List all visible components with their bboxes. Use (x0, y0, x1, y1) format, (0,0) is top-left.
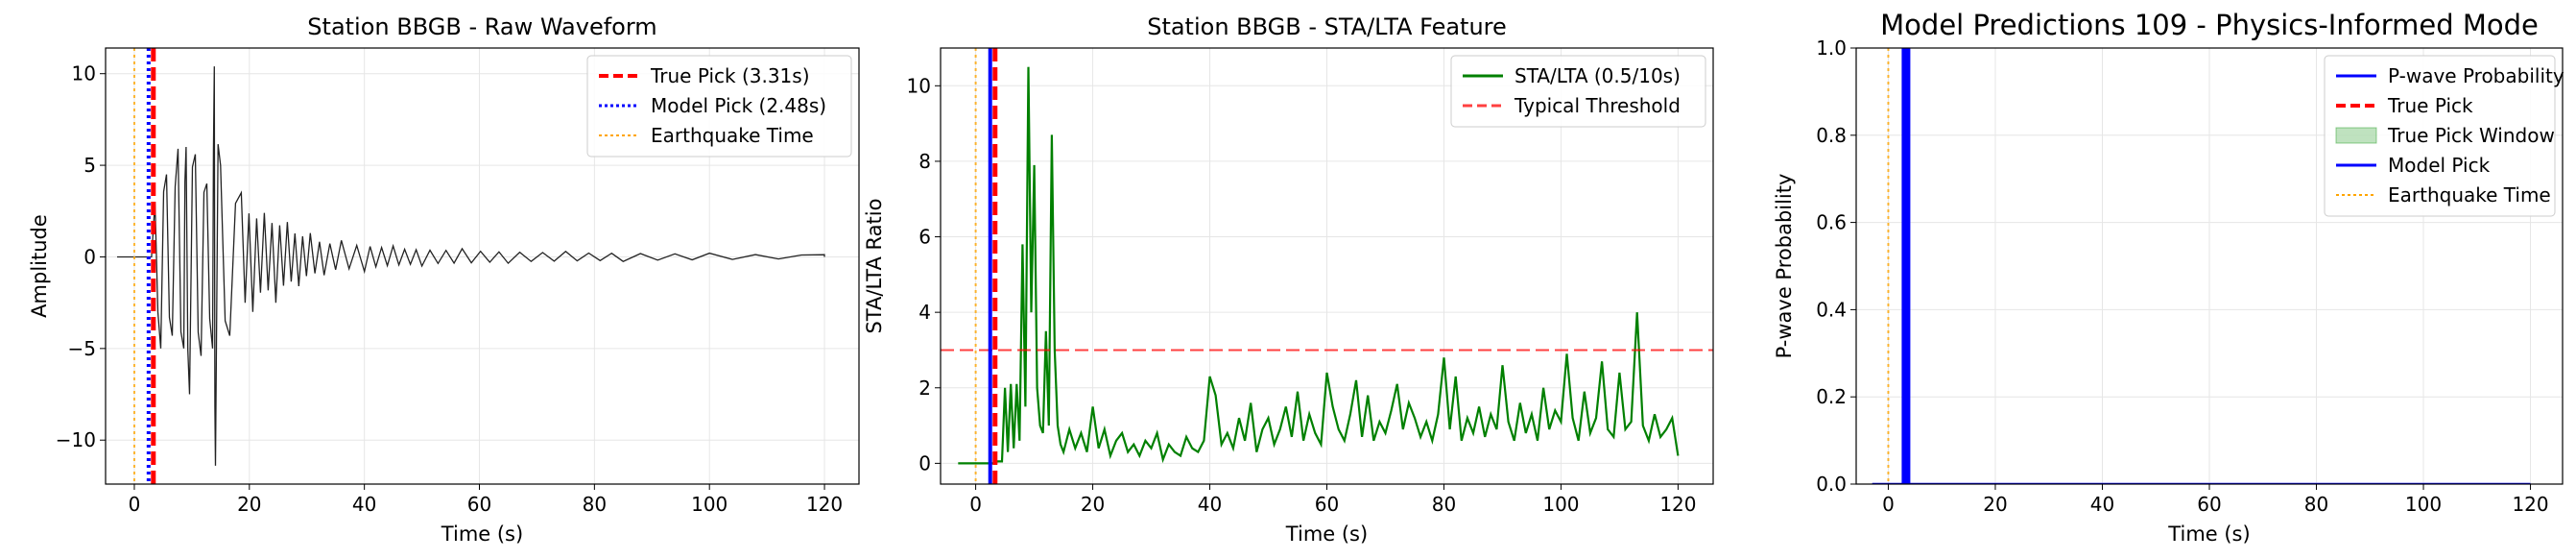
x-tick-label: 40 (1198, 493, 1222, 516)
chart-title: Model Predictions 109 - Physics-Informed… (1880, 9, 2539, 41)
legend-entry: Model Pick (2.48s) (651, 94, 826, 117)
y-tick-label: 0 (918, 451, 931, 474)
legend-entry: Earthquake Time (2388, 183, 2551, 207)
legend-entry: True Pick Window (2387, 124, 2555, 147)
y-axis-label: P-wave Probability (1773, 174, 1796, 359)
legend-entry: Earthquake Time (651, 124, 814, 147)
x-tick-label: 120 (806, 493, 843, 516)
legend-entry: True Pick (2387, 94, 2473, 117)
x-tick-label: 80 (1432, 493, 1456, 516)
x-tick-label: 80 (583, 493, 607, 516)
y-tick-label: 0.2 (1816, 385, 1847, 408)
x-tick-label: 20 (1983, 493, 2007, 516)
x-axis-label: Time (s) (1285, 523, 1368, 546)
y-tick-label: 8 (918, 150, 931, 173)
x-tick-label: 40 (2090, 493, 2114, 516)
y-tick-label: 2 (918, 377, 931, 400)
legend-box (586, 55, 852, 158)
y-tick-label: 6 (918, 226, 931, 249)
axes-frame (940, 47, 1714, 485)
x-tick-label: 0 (1882, 493, 1895, 516)
plot-area (117, 48, 825, 484)
y-tick-label: 0.8 (1816, 124, 1847, 147)
x-tick-label: 120 (1659, 493, 1696, 516)
y-tick-label: 0 (83, 245, 96, 268)
waveform-line (117, 66, 825, 466)
x-tick-label: 60 (1315, 493, 1339, 516)
x-tick-label: 100 (2405, 493, 2442, 516)
y-tick-label: 10 (72, 62, 96, 85)
chart-title: Station BBGB - Raw Waveform (307, 13, 656, 40)
y-tick-label: 1.0 (1816, 36, 1847, 60)
y-tick-label: −10 (56, 428, 96, 451)
series-line (958, 66, 1680, 465)
y-tick-label: 0.4 (1816, 298, 1847, 321)
x-tick-label: 20 (1081, 493, 1105, 516)
x-tick-label: 100 (691, 493, 727, 516)
x-tick-label: 120 (2512, 493, 2548, 516)
x-tick-label: 100 (1542, 493, 1579, 516)
legend: P-wave Probability True Pick True Pick Win… (2324, 55, 2564, 217)
axes-frame (105, 47, 860, 485)
x-tick-label: 0 (129, 493, 141, 516)
y-tick-label: 0.6 (1816, 211, 1847, 234)
chart-panel-1: 0 20 40 60 80 100 120 −10 −5 0 5 10 Station BBGB - R… (28, 13, 860, 546)
legend-box (2324, 55, 2556, 217)
x-tick-label: 60 (2197, 493, 2221, 516)
x-axis-label: Time (s) (441, 523, 523, 546)
y-tick-label: 4 (918, 301, 931, 324)
chart-panel-3: 0 20 40 60 80 100 120 0.0 0.2 0.4 0.6 0.8 1.0 Model P… (1773, 9, 2564, 546)
legend-entry: STA/LTA (0.5/10s) (1515, 64, 1681, 87)
plot-area (1872, 48, 2531, 484)
legend: STA/LTA (0.5/10s) Typical Threshold (1450, 55, 1706, 128)
y-axis-label: Amplitude (28, 214, 51, 318)
chart-panel-2: 0 20 40 60 80 100 120 0 2 4 6 8 10 Station BBGB - STA… (863, 13, 1714, 546)
x-tick-label: 80 (2304, 493, 2328, 516)
y-tick-label: 0.0 (1816, 473, 1847, 496)
chart-title: Station BBGB - STA/LTA Feature (1147, 13, 1507, 40)
x-axis-label: Time (s) (2167, 523, 2250, 546)
legend: True Pick (3.31s) Model Pick (2.48s) Earth… (586, 55, 852, 158)
x-tick-label: 60 (467, 493, 491, 516)
plot-area (941, 48, 1713, 484)
legend-entry: Model Pick (2388, 154, 2491, 177)
legend-swatch (2335, 127, 2377, 144)
x-tick-label: 20 (237, 493, 261, 516)
x-tick-label: 0 (969, 493, 982, 516)
legend-box (1450, 55, 1706, 128)
y-tick-label: 10 (907, 74, 931, 97)
y-tick-label: −5 (68, 337, 96, 360)
axes-frame (1855, 47, 2564, 485)
y-axis-label: STA/LTA Ratio (863, 199, 886, 334)
y-tick-label: 5 (83, 154, 96, 177)
x-tick-label: 40 (352, 493, 376, 516)
legend-entry: P-wave Probability (2388, 64, 2564, 87)
legend-entry: True Pick (3.31s) (650, 64, 810, 87)
legend-entry: Typical Threshold (1514, 94, 1681, 117)
